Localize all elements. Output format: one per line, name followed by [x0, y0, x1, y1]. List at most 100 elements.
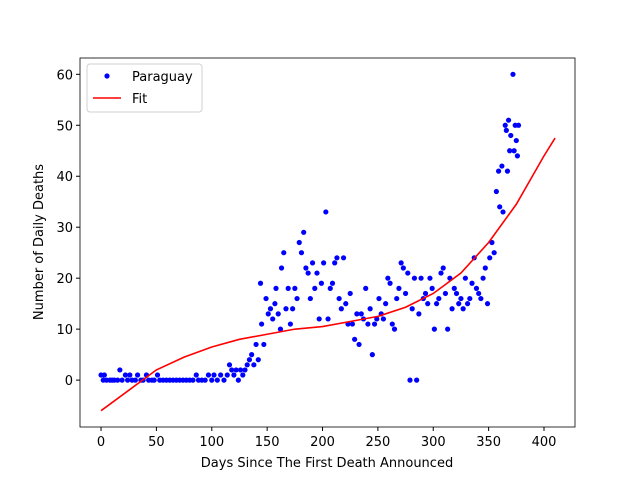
data-point [312, 285, 318, 291]
data-point [336, 295, 342, 302]
data-point [405, 270, 411, 276]
data-point [411, 275, 418, 281]
fit-line [100, 137, 556, 412]
data-point [283, 306, 289, 312]
data-point [305, 270, 311, 276]
data-point [409, 306, 415, 312]
legend-label: Paraguay [132, 70, 193, 85]
data-point [491, 250, 497, 256]
data-point [275, 311, 281, 317]
data-point [151, 377, 157, 383]
data-point [371, 321, 378, 327]
data-point [281, 250, 287, 256]
x-tick-label: 300 [421, 435, 446, 450]
data-point [318, 280, 325, 286]
data-point [504, 168, 511, 174]
data-point [363, 285, 369, 291]
data-point [356, 341, 362, 348]
data-point [425, 301, 431, 307]
data-point [513, 137, 519, 144]
data-point [484, 301, 491, 307]
data-point [255, 357, 261, 363]
data-point [511, 148, 517, 154]
data-point [349, 321, 356, 327]
data-point [495, 168, 502, 174]
data-point [389, 321, 395, 327]
data-point [514, 153, 521, 159]
data-point [253, 341, 259, 348]
data-point [338, 306, 344, 312]
data-point [436, 295, 442, 302]
data-point [456, 301, 462, 307]
data-point [508, 132, 514, 139]
data-point [301, 229, 307, 235]
y-tick-label: 20 [56, 272, 73, 287]
data-point [431, 326, 437, 332]
data-point [387, 280, 393, 286]
data-point [429, 285, 435, 291]
y-tick-label: 0 [65, 374, 73, 389]
data-point [101, 372, 107, 378]
data-point [515, 122, 522, 128]
data-point [464, 301, 471, 307]
data-point [309, 260, 316, 266]
data-point [489, 239, 495, 246]
data-point [294, 295, 300, 302]
data-point [482, 265, 488, 271]
data-point [259, 321, 265, 327]
data-point [224, 372, 230, 378]
data-point [246, 357, 253, 363]
data-point [321, 260, 327, 266]
data-point [380, 316, 387, 322]
legend-box [86, 63, 203, 113]
data-point [394, 295, 400, 302]
data-point [325, 316, 331, 322]
data-point [376, 295, 382, 302]
data-point [214, 377, 220, 383]
data-point [205, 372, 212, 378]
data-point [202, 377, 208, 383]
data-point [292, 285, 298, 291]
data-point [134, 372, 141, 378]
y-axis-label: Number of Daily Deaths [32, 164, 47, 320]
data-point [249, 352, 255, 358]
data-point [235, 377, 241, 383]
data-point [226, 362, 233, 368]
data-point [209, 377, 215, 383]
x-tick-label: 50 [148, 435, 165, 450]
data-point [340, 255, 347, 261]
data-point [416, 311, 422, 317]
data-point [296, 239, 302, 246]
x-tick-label: 350 [476, 435, 501, 450]
data-point [507, 148, 513, 154]
x-axis-label: Days Since The First Death Announced [201, 456, 453, 471]
data-point [125, 377, 131, 383]
data-point [352, 336, 358, 342]
data-point [193, 372, 199, 378]
plot-frame [79, 57, 576, 428]
data-point [237, 367, 244, 373]
data-point [451, 285, 457, 291]
data-point [316, 316, 322, 322]
data-point [329, 280, 336, 286]
data-point [493, 188, 499, 195]
data-point [449, 306, 455, 312]
data-point [505, 117, 512, 123]
data-point [438, 270, 444, 276]
data-point [500, 209, 506, 215]
data-point [473, 285, 480, 291]
data-point [263, 295, 269, 302]
data-point [365, 321, 371, 327]
legend-label: Fit [132, 92, 147, 107]
data-point [418, 275, 424, 281]
data-point [117, 367, 123, 373]
data-point [502, 122, 508, 128]
data-point [303, 265, 309, 271]
x-tick-label: 400 [532, 435, 557, 450]
data-point [467, 295, 473, 302]
data-point [427, 275, 433, 281]
x-tick-label: 100 [199, 435, 224, 450]
data-point [347, 290, 353, 297]
data-point [369, 352, 375, 358]
data-point [211, 372, 217, 378]
